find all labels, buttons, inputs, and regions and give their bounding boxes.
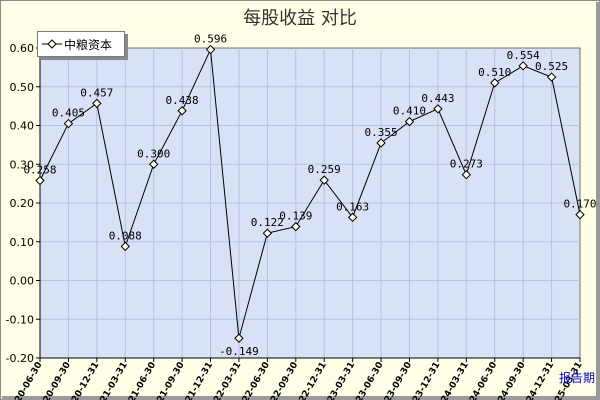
data-label: 0.510 [478, 66, 511, 79]
y-tick-label: 0.50 [10, 81, 35, 94]
chart-title: 每股收益 对比 [243, 8, 357, 29]
data-label: 0.273 [450, 158, 483, 171]
legend: 中粮资本 [37, 31, 125, 57]
data-label: 0.596 [194, 33, 227, 46]
y-tick-label: 0.20 [10, 197, 35, 210]
data-label: -0.149 [219, 345, 259, 358]
y-tick-label: 0.00 [10, 275, 35, 288]
data-point [461, 170, 472, 180]
data-label: 0.300 [137, 147, 170, 160]
data-point [433, 104, 443, 114]
data-label: 0.122 [251, 216, 284, 229]
data-point [347, 212, 358, 223]
data-label: 0.170 [563, 198, 596, 211]
series-line [39, 47, 581, 339]
x-unit-label: 报告期 [559, 370, 595, 385]
data-point [546, 72, 557, 82]
data-point [205, 44, 216, 55]
data-point [35, 175, 45, 186]
data-point [575, 209, 585, 220]
y-tick-label: -0.20 [6, 352, 34, 365]
data-label: 0.438 [166, 94, 199, 107]
data-label: 0.457 [80, 86, 113, 99]
data-label: 0.443 [421, 92, 454, 105]
data-point [291, 221, 301, 232]
x-tick-label: 2020-06-30 [7, 361, 44, 400]
data-point [63, 118, 74, 129]
y-tick-label: 0.30 [10, 158, 35, 171]
data-point [319, 175, 329, 185]
data-point [148, 159, 159, 169]
data-point [92, 98, 102, 109]
data-point [177, 106, 187, 116]
data-label: 0.258 [23, 164, 56, 177]
data-point [234, 333, 244, 343]
data-point [120, 241, 130, 252]
y-tick-label: 0.40 [10, 120, 35, 133]
data-point [518, 61, 528, 71]
frame-shadow [2, 396, 600, 400]
data-label: 0.259 [308, 163, 341, 176]
y-tick-label: 0.10 [10, 236, 35, 249]
legend-label: 中粮资本 [64, 38, 113, 52]
data-label: 0.554 [507, 49, 540, 62]
y-tick-label: -0.10 [6, 313, 34, 326]
data-label: 0.163 [336, 200, 369, 213]
data-label: 0.355 [364, 126, 397, 139]
data-label: 0.410 [393, 105, 426, 118]
data-point [376, 138, 386, 148]
frame-shadow [596, 2, 600, 400]
data-point [404, 116, 415, 127]
legend-marker-icon [42, 39, 62, 49]
data-point [490, 78, 500, 88]
data-label: 0.405 [52, 107, 85, 120]
data-label: 0.088 [109, 229, 142, 242]
data-label: 0.139 [279, 210, 312, 223]
y-tick-label: 0.60 [10, 42, 35, 55]
data-point [262, 228, 273, 238]
data-label: 0.525 [535, 60, 568, 73]
